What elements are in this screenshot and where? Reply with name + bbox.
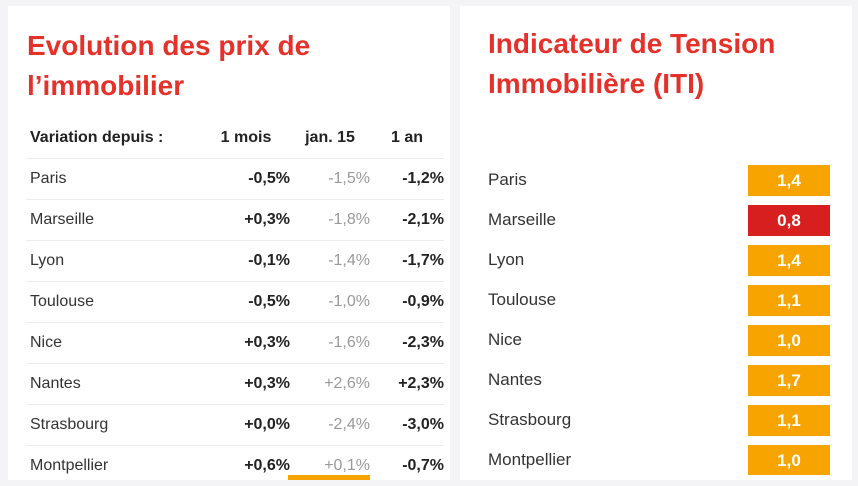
price-evolution-title: Evolution des prix de l’immobilier <box>27 26 310 106</box>
header-1-year: 1 an <box>370 118 444 159</box>
header-jan-15: jan. 15 <box>290 118 370 159</box>
iti-title-line1: Indicateur de Tension <box>488 28 775 59</box>
variation-1-month: +0,3% <box>202 364 290 405</box>
city-name: Paris <box>26 159 202 200</box>
iti-value-badge: 1,0 <box>748 325 830 356</box>
iti-row: Montpellier 1,0 <box>488 441 833 481</box>
variation-jan-15: -1,6% <box>290 323 370 364</box>
table-row: Paris-0,5%-1,5%-1,2% <box>26 159 444 200</box>
iti-list: Paris 1,4 Marseille 0,8 Lyon 1,4 Toulouse 1,1 Ni… <box>488 161 833 481</box>
iti-row: Paris 1,4 <box>488 161 833 201</box>
variation-jan-15: +2,6% <box>290 364 370 405</box>
iti-panel: Indicateur de Tension Immobilière (ITI) … <box>460 6 852 480</box>
iti-value-badge: 1,1 <box>748 405 830 436</box>
iti-city-name: Lyon <box>488 250 524 270</box>
iti-row: Lyon 1,4 <box>488 241 833 281</box>
variation-1-month: -0,5% <box>202 159 290 200</box>
price-evolution-title-line1: Evolution des prix de <box>27 30 310 61</box>
price-evolution-panel: Evolution des prix de l’immobilier Varia… <box>8 6 450 480</box>
iti-value-badge: 0,8 <box>748 205 830 236</box>
iti-row: Nantes 1,7 <box>488 361 833 401</box>
table-row: Nice+0,3%-1,6%-2,3% <box>26 323 444 364</box>
variation-1-month: -0,5% <box>202 282 290 323</box>
variation-1-year: -2,1% <box>370 200 444 241</box>
price-variation-table: Variation depuis : 1 mois jan. 15 1 an P… <box>26 118 444 486</box>
variation-1-year: -2,3% <box>370 323 444 364</box>
table-row: Toulouse-0,5%-1,0%-0,9% <box>26 282 444 323</box>
iti-city-name: Montpellier <box>488 450 571 470</box>
city-name: Nantes <box>26 364 202 405</box>
header-1-month: 1 mois <box>202 118 290 159</box>
variation-1-month: +0,0% <box>202 405 290 446</box>
table-row: Lyon-0,1%-1,4%-1,7% <box>26 241 444 282</box>
variation-jan-15: -1,8% <box>290 200 370 241</box>
table-row: Strasbourg+0,0%-2,4%-3,0% <box>26 405 444 446</box>
table-header-row: Variation depuis : 1 mois jan. 15 1 an <box>26 118 444 159</box>
iti-city-name: Marseille <box>488 210 556 230</box>
variation-jan-15: -1,4% <box>290 241 370 282</box>
iti-value-badge: 1,4 <box>748 165 830 196</box>
city-name: Lyon <box>26 241 202 282</box>
variation-1-year: -1,2% <box>370 159 444 200</box>
variation-jan-15: -2,4% <box>290 405 370 446</box>
iti-value-badge: 1,7 <box>748 365 830 396</box>
iti-title-line2: Immobilière (ITI) <box>488 68 704 99</box>
variation-1-year: -3,0% <box>370 405 444 446</box>
iti-value-badge: 1,0 <box>748 445 830 475</box>
price-evolution-title-line2: l’immobilier <box>27 70 184 101</box>
city-name: Nice <box>26 323 202 364</box>
iti-row: Strasbourg 1,1 <box>488 401 833 441</box>
iti-city-name: Toulouse <box>488 290 556 310</box>
table-row: Marseille+0,3%-1,8%-2,1% <box>26 200 444 241</box>
city-name: Strasbourg <box>26 405 202 446</box>
iti-row: Nice 1,0 <box>488 321 833 361</box>
variation-1-year: -0,9% <box>370 282 444 323</box>
header-variation-since: Variation depuis : <box>26 118 202 159</box>
iti-value-badge: 1,1 <box>748 285 830 316</box>
iti-city-name: Nice <box>488 330 522 350</box>
iti-row: Marseille 0,8 <box>488 201 833 241</box>
variation-1-month: +0,3% <box>202 323 290 364</box>
variation-1-month: +0,3% <box>202 200 290 241</box>
iti-city-name: Nantes <box>488 370 542 390</box>
city-name: Toulouse <box>26 282 202 323</box>
variation-1-year: +2,3% <box>370 364 444 405</box>
variation-jan-15: -1,5% <box>290 159 370 200</box>
iti-row: Toulouse 1,1 <box>488 281 833 321</box>
iti-value-badge: 1,4 <box>748 245 830 276</box>
variation-1-year: -1,7% <box>370 241 444 282</box>
iti-title: Indicateur de Tension Immobilière (ITI) <box>488 24 775 104</box>
iti-badge-cutoff <box>288 475 370 480</box>
iti-city-name: Paris <box>488 170 527 190</box>
variation-1-month: -0,1% <box>202 241 290 282</box>
city-name: Marseille <box>26 200 202 241</box>
iti-city-name: Strasbourg <box>488 410 571 430</box>
variation-jan-15: -1,0% <box>290 282 370 323</box>
table-row: Nantes+0,3%+2,6%+2,3% <box>26 364 444 405</box>
